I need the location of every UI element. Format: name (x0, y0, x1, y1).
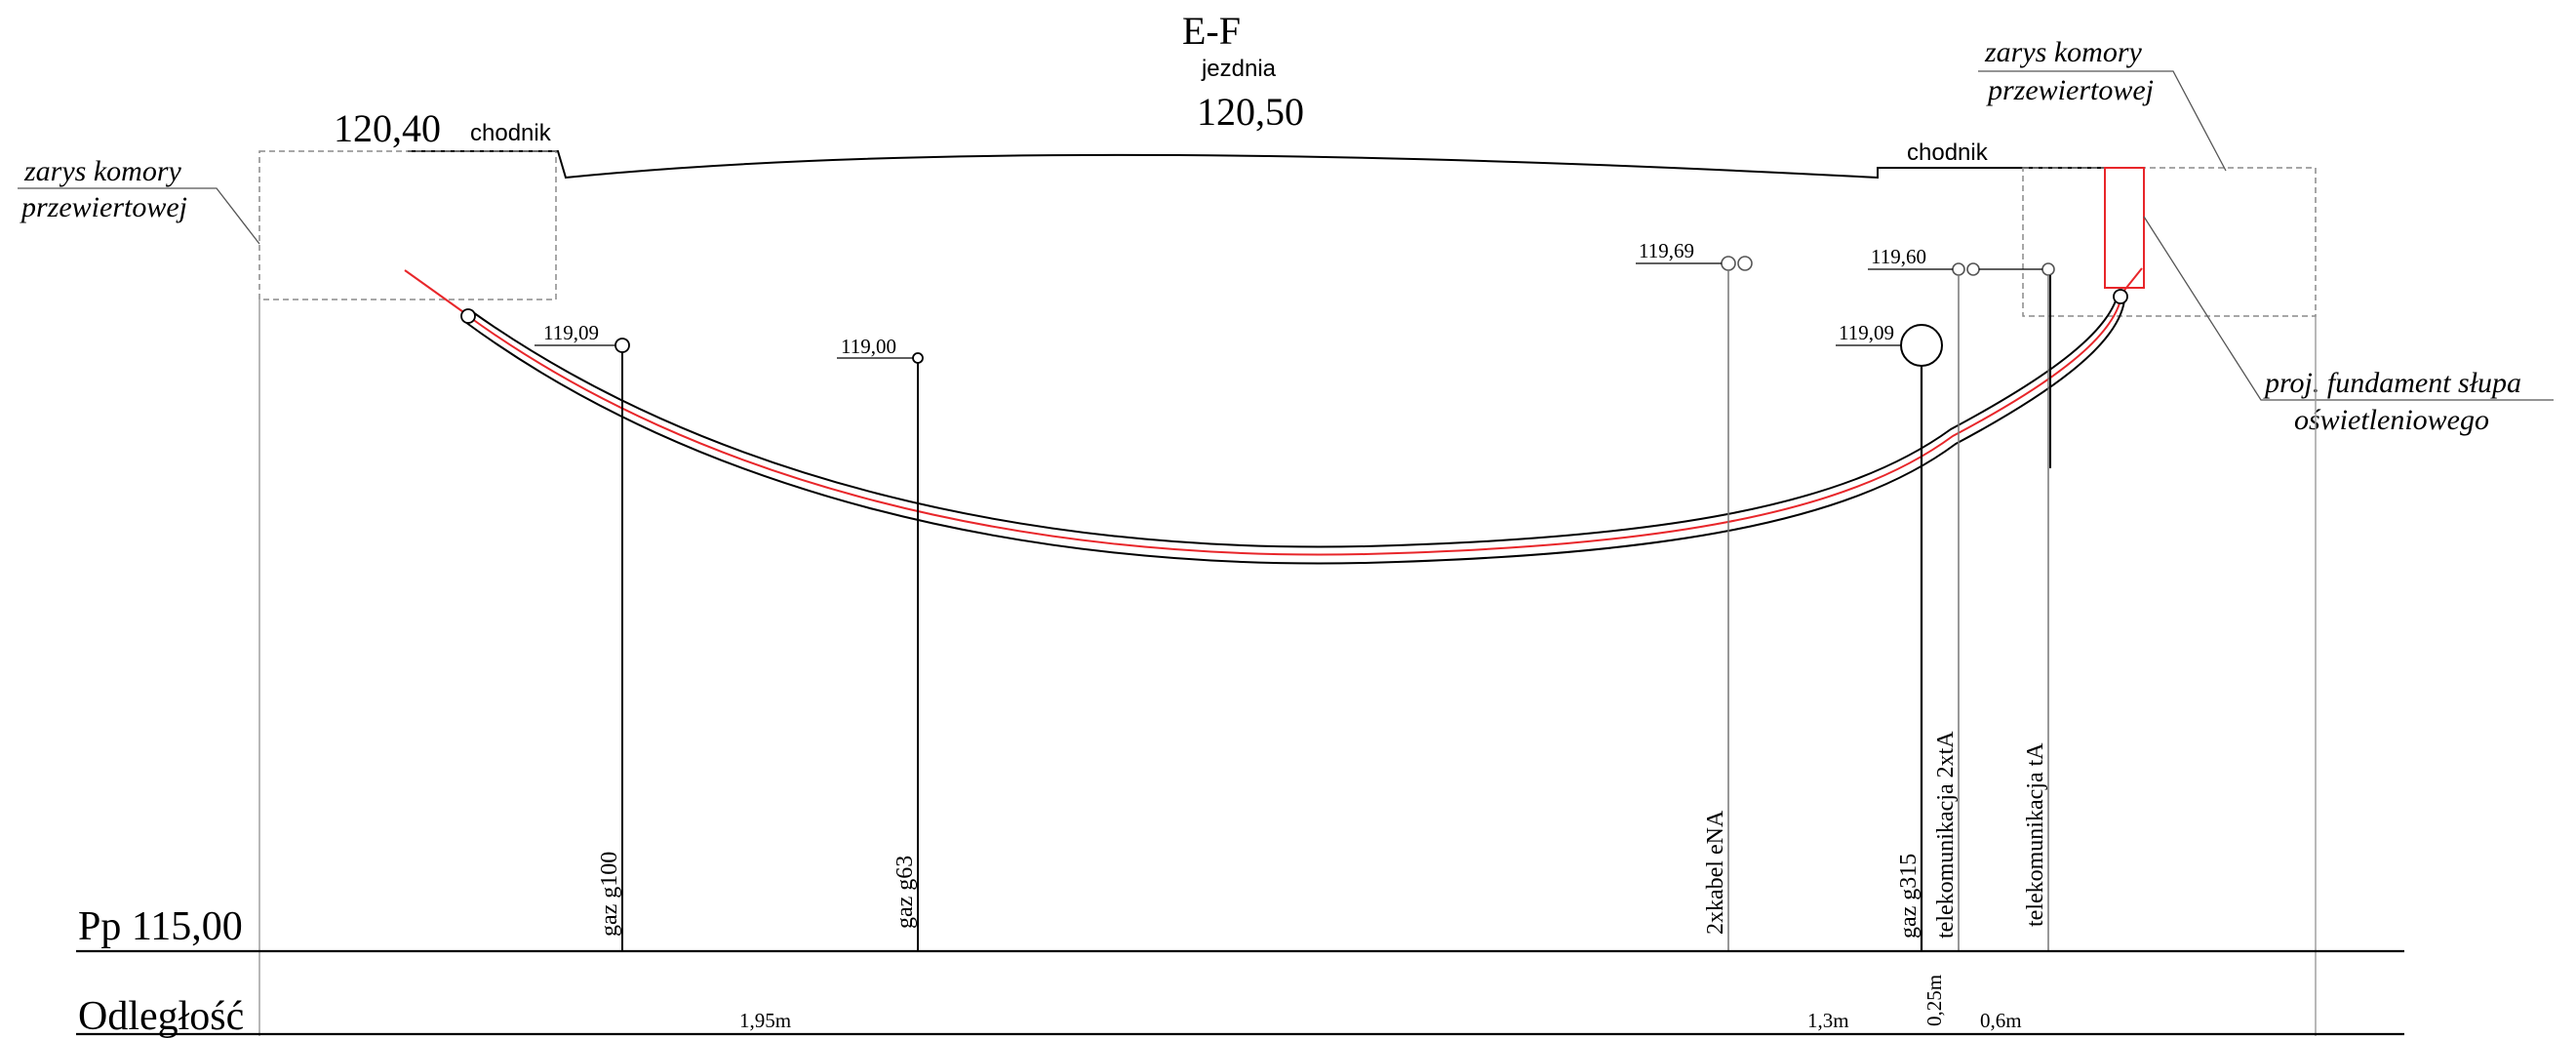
left-pit-note-line2: przewiertowej (20, 191, 187, 223)
datum-label: Pp 115,00 (78, 904, 243, 949)
utility-telekom-2xta-elevation: 119,60 (1871, 245, 1926, 268)
utility-gaz-g100-elevation: 119,09 (543, 321, 599, 344)
left-bore-pit-outline (258, 150, 557, 300)
utility-gaz-g63-name: gaz g63 (892, 856, 918, 929)
utility-gaz-g100-name: gaz g100 (597, 852, 622, 937)
bore-entry-red-line (404, 269, 467, 315)
foundation-note-line2: oświetleniowego (2294, 404, 2489, 436)
distance-value-3: 0,25m (1922, 975, 1946, 1026)
utility-telekom-2xta-symbol-1 (1952, 262, 1965, 276)
foundation-note-line1: proj. fundament słupa (2263, 367, 2521, 399)
utility-gaz-g63-elevation: 119,00 (841, 335, 896, 358)
road-elevation: 120,50 (1197, 90, 1304, 134)
utility-kabel-ena-elevation: 119,69 (1639, 239, 1694, 262)
distance-value-2: 1,3m (1807, 1009, 1849, 1032)
bore-axis-red (467, 295, 2122, 556)
utility-telekom-2xta-symbol-2 (1966, 262, 1980, 276)
utility-gaz-g100-symbol (614, 338, 630, 353)
right-bore-pit-outline (2022, 167, 2317, 317)
right-pit-note-line2: przewiertowej (1986, 74, 2154, 106)
foundation-note-leader (2143, 216, 2554, 401)
left-pit-note-line1: zarys komory (23, 155, 181, 187)
distance-label: Odległość (78, 994, 244, 1038)
bore-exit-circle (2113, 289, 2128, 304)
ground-surface-line (408, 150, 2126, 180)
utility-kabel-ena-symbol-2 (1737, 256, 1753, 271)
right-pit-note-leader (1978, 70, 2227, 172)
utility-gaz-g315-elevation: 119,09 (1839, 321, 1894, 344)
right-sidewalk-label: chodnik (1907, 140, 1989, 166)
right-pit-note-line1: zarys komory (1984, 36, 2142, 68)
utility-telekom-2xta-name: telekomunikacja 2xtA (1933, 731, 1959, 938)
utility-telekom-ta-name: telekomunikacja tA (2023, 742, 2048, 927)
left-sidewalk-elevation: 120,40 (334, 106, 441, 150)
left-pit-note-leader (18, 187, 260, 245)
utility-gaz-g315-symbol (1900, 324, 1943, 367)
bore-outer-bottom (464, 299, 2125, 565)
section-title: E-F (1182, 9, 1241, 53)
utility-gaz-g63-symbol (912, 352, 924, 364)
road-label: jezdnia (1201, 56, 1277, 82)
lamp-foundation (2104, 167, 2145, 289)
utility-kabel-ena-name: 2xkabel eNA (1703, 810, 1728, 935)
left-sidewalk-label: chodnik (470, 120, 552, 146)
bore-outer-top (469, 290, 2120, 548)
bore-entry-circle (460, 308, 476, 324)
distance-value-1: 1,95m (739, 1009, 791, 1032)
utility-gaz-g315-name: gaz g315 (1896, 854, 1922, 938)
utility-telekom-ta-symbol (2041, 262, 2055, 276)
utility-kabel-ena-symbol-1 (1721, 256, 1736, 271)
distance-value-4: 0,6m (1980, 1009, 2022, 1032)
